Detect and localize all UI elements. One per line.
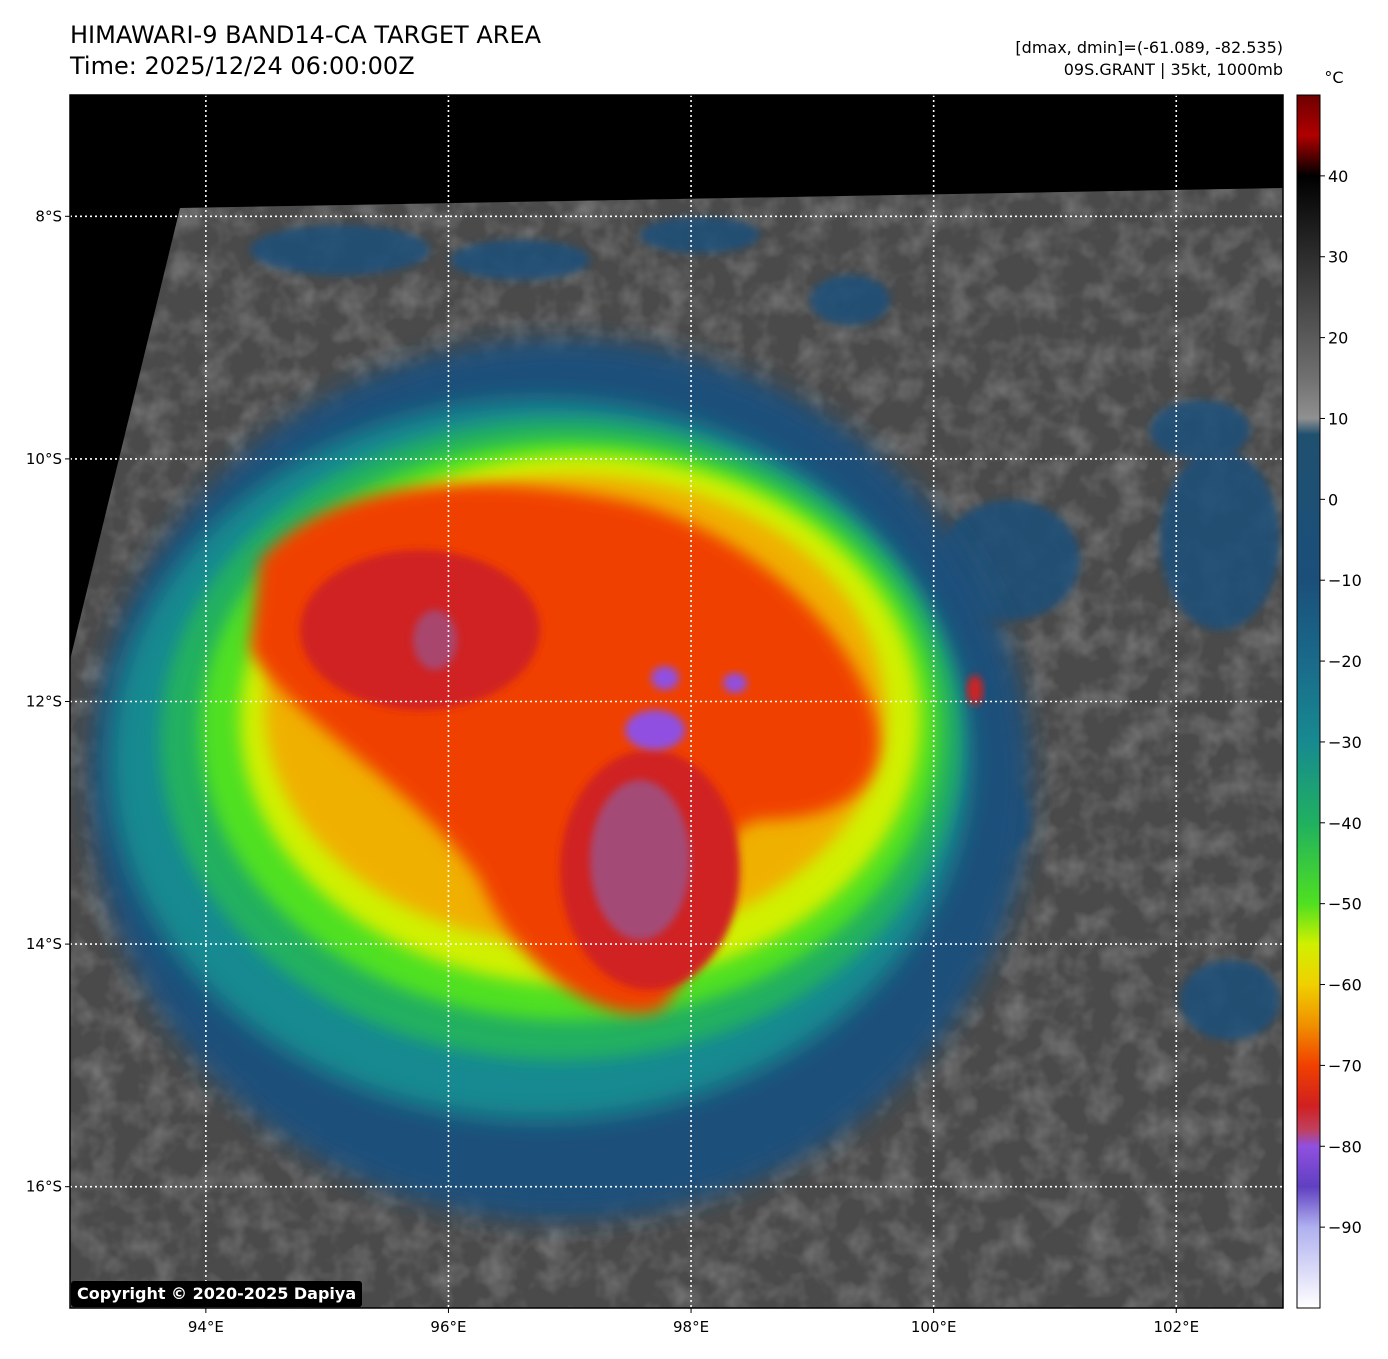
colorbar-tick-label: −60 [1328,976,1362,995]
overshooting-top-north [651,666,679,690]
imagery-layer [70,95,1283,1308]
product-title: HIMAWARI-9 BAND14-CA TARGET AREA [70,21,542,49]
overshooting-top-west [413,610,457,670]
longitude-axis: 94°E 96°E 98°E 100°E 102°E [188,1308,1199,1336]
colorbar-tick-label: −50 [1328,895,1362,914]
colorbar: °C 40 30 20 10 0 −10 −20 −30 −40 −50 −60 −70 −80 −90 [1296,68,1362,1309]
colorbar-tick-label: −40 [1328,814,1362,833]
lat-lon-gridlines [70,95,1283,1308]
longitude-label: 102°E [1153,1318,1199,1336]
colorbar-scale [1296,94,1321,1309]
colorbar-tick-label: 0 [1328,490,1338,509]
colorbar-tick-label: 40 [1328,167,1348,186]
colorbar-ticks: 40 30 20 10 0 −10 −20 −30 −40 −50 −60 −70 −80 −90 [1320,167,1362,1237]
latitude-label: 16°S [26,1178,62,1196]
isolated-cell [967,675,983,705]
colorbar-tick-label: −90 [1328,1218,1362,1237]
longitude-label: 100°E [911,1318,957,1336]
overshooting-top-east [723,673,747,693]
storm-info: 09S.GRANT | 35kt, 1000mb [1063,60,1283,79]
longitude-label: 94°E [188,1318,224,1336]
colorbar-tick-label: −30 [1328,733,1362,752]
colorbar-unit: °C [1324,68,1343,87]
colorbar-tick-label: −70 [1328,1056,1362,1075]
longitude-label: 96°E [430,1318,466,1336]
longitude-label: 98°E [673,1318,709,1336]
colorbar-tick-label: 30 [1328,248,1348,267]
latitude-label: 14°S [26,935,62,953]
latitude-label: 8°S [35,207,62,225]
copyright-notice: Copyright © 2020-2025 Dapiya [71,1281,363,1307]
latitude-label: 12°S [26,693,62,711]
latitude-axis: 8°S 10°S 12°S 14°S 16°S [26,207,70,1196]
colorbar-tick-label: −80 [1328,1137,1362,1156]
colorbar-tick-label: 20 [1328,329,1348,348]
colorbar-tick-label: −10 [1328,571,1362,590]
overshooting-top-center [625,710,685,750]
latitude-label: 10°S [26,450,62,468]
colorbar-tick-label: −20 [1328,652,1362,671]
temperature-range-readout: [dmax, dmin]=(-61.089, -82.535) [1015,38,1283,57]
colorbar-tick-label: 10 [1328,409,1348,428]
valid-time: Time: 2025/12/24 06:00:00Z [70,52,415,80]
overshooting-top-south [590,780,690,940]
